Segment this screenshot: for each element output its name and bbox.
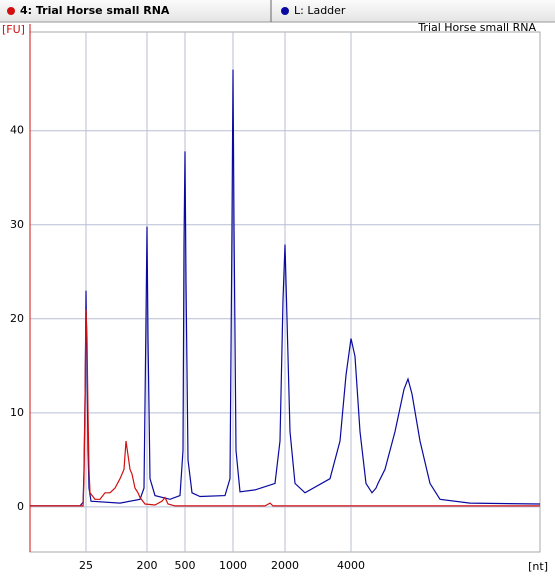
y-tick-label: 40 (10, 124, 24, 137)
chart-title: Trial Horse small RNA (417, 21, 536, 34)
legend-marker (281, 7, 289, 15)
y-tick-label: 30 (10, 218, 24, 231)
series-line (30, 309, 540, 507)
y-tick-label: 0 (17, 500, 24, 513)
legend-marker (7, 7, 15, 15)
series-line (30, 69, 541, 507)
x-tick-label: 1000 (219, 559, 247, 572)
x-tick-label: 2000 (271, 559, 299, 572)
x-axis-label: [nt] (528, 560, 548, 573)
y-tick-label: 10 (10, 406, 24, 419)
x-tick-label: 200 (137, 559, 158, 572)
x-tick-label: 4000 (337, 559, 365, 572)
legend-label: 4: Trial Horse small RNA (20, 4, 170, 17)
header-bar (0, 0, 555, 22)
x-tick-label: 25 (79, 559, 93, 572)
y-axis-label: [FU] (2, 23, 25, 36)
x-tick-label: 500 (175, 559, 196, 572)
y-tick-label: 20 (10, 312, 24, 325)
legend-label: L: Ladder (294, 4, 346, 17)
